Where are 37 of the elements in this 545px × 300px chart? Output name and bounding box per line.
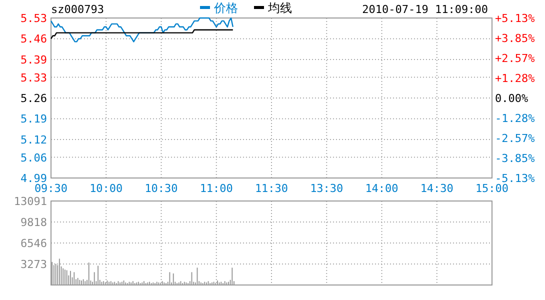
y-tick-label: 3273: [20, 258, 47, 271]
x-tick-label: 10:00: [90, 182, 123, 195]
x-tick-label: 11:30: [254, 182, 288, 195]
y-tick-label: 5.06: [20, 151, 47, 164]
x-tick-label: 09:30: [34, 182, 68, 195]
y-tick-label: 5.53: [20, 12, 47, 25]
legend-label: 均线: [267, 1, 292, 15]
x-tick-label: 11:00: [200, 182, 233, 195]
y2-tick-label: +3.85%: [495, 32, 536, 45]
y2-tick-label: -1.28%: [495, 112, 536, 125]
x-tick-label: 13:30: [310, 182, 344, 195]
y-tick-label: 5.33: [20, 71, 47, 84]
line-series: [50, 29, 234, 40]
x-tick-label: 14:00: [365, 182, 398, 195]
y2-tick-label: -3.85%: [495, 152, 536, 166]
y2-tick-label: +5.13%: [495, 12, 536, 25]
y-tick-label: 5.39: [20, 53, 47, 66]
legend-label: 价格: [213, 1, 238, 15]
y-tick-label: 4.99: [20, 172, 47, 185]
y-tick-label: 13091: [14, 195, 47, 208]
y-tick-label: 5.19: [20, 112, 47, 126]
y2-tick-label: 0.00%: [495, 92, 528, 105]
y-tick-label: 5.46: [20, 32, 47, 46]
text: 2010-07-19 11:09:00: [362, 3, 488, 16]
x-tick-label: 14:30: [420, 182, 454, 195]
y2-tick-label: +2.57%: [495, 52, 536, 65]
y-tick-label: 9818: [20, 216, 47, 229]
line-series: [50, 17, 234, 42]
y-tick-label: 5.12: [20, 133, 47, 146]
x-tick-label: 10:30: [144, 182, 178, 195]
y-tick-label: 6546: [20, 236, 47, 250]
text: sz000793: [51, 3, 104, 16]
y-tick-label: 5.26: [20, 92, 47, 105]
y2-tick-label: +1.28%: [495, 72, 536, 86]
y2-tick-label: -5.13%: [495, 172, 536, 185]
x-tick-label: 15:00: [475, 182, 509, 195]
y2-tick-label: -2.57%: [495, 132, 536, 146]
